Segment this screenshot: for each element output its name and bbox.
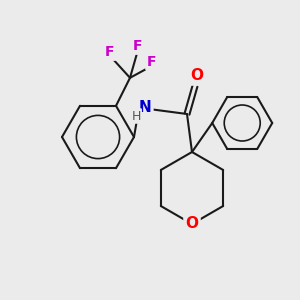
Text: F: F	[105, 45, 115, 59]
Text: H: H	[131, 110, 141, 122]
Text: F: F	[147, 55, 157, 69]
Text: N: N	[139, 100, 152, 116]
Text: O: O	[185, 217, 199, 232]
Text: F: F	[133, 39, 143, 53]
Text: O: O	[190, 68, 203, 83]
